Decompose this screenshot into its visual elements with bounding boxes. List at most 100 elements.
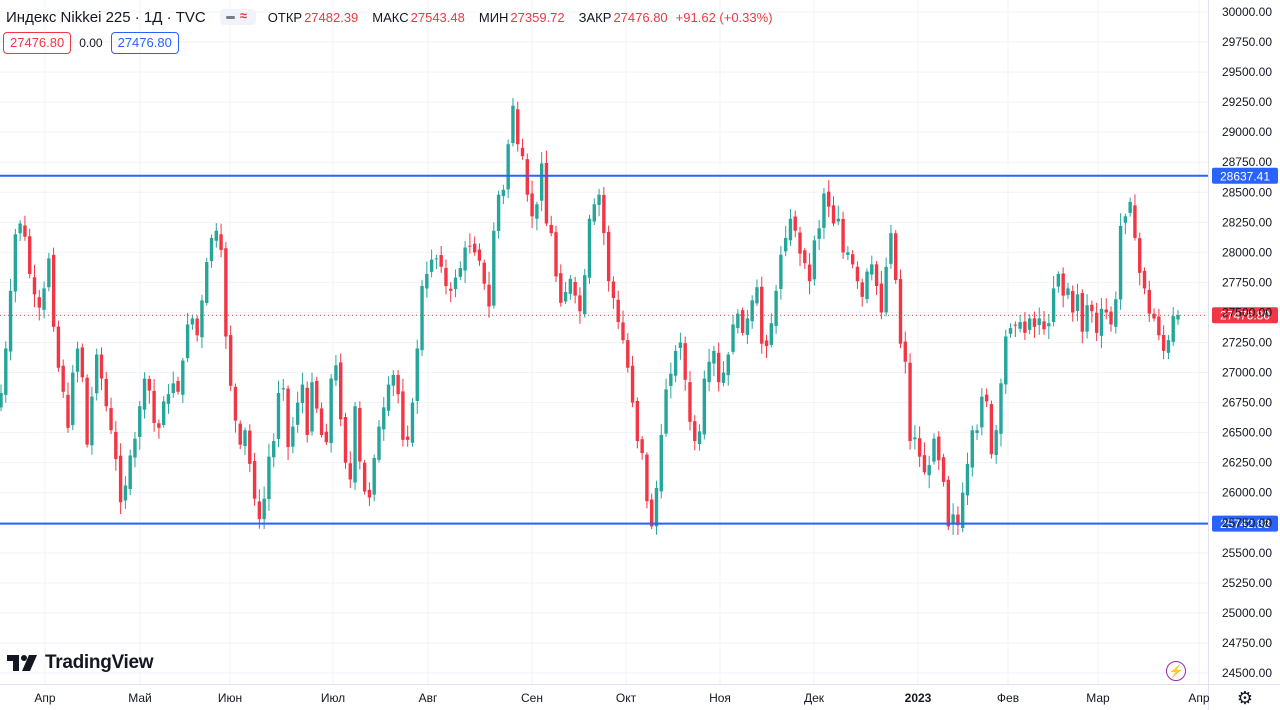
candle-up xyxy=(415,348,419,401)
candle-down xyxy=(1142,270,1147,289)
price-tick-label: 26000.00 xyxy=(1222,486,1272,500)
candle-up xyxy=(721,372,726,383)
symbol-title[interactable]: Индекс Nikkei 225 · 1Д · TVC xyxy=(6,8,206,26)
candle-down xyxy=(315,380,319,409)
candle-up xyxy=(71,372,75,426)
candle-up xyxy=(128,455,132,489)
candle-down xyxy=(439,255,443,267)
candle-down xyxy=(305,387,309,436)
candle-up xyxy=(750,300,754,322)
candle-up xyxy=(726,354,730,376)
candle-up xyxy=(382,407,386,430)
candle-up xyxy=(788,218,793,241)
candle-down xyxy=(1161,334,1166,351)
candle-up xyxy=(463,247,467,271)
candle-up xyxy=(951,514,955,524)
candle-up xyxy=(702,378,707,435)
candle-up xyxy=(205,261,209,304)
candle-down xyxy=(602,194,606,234)
tradingview-logo[interactable]: TradingView xyxy=(7,652,154,674)
candle-up xyxy=(846,252,850,255)
candle-down xyxy=(630,365,635,403)
candle-down xyxy=(343,417,348,463)
sell-button[interactable]: 27476.80 xyxy=(3,32,72,54)
candle-up xyxy=(353,406,357,483)
candle-down xyxy=(339,362,343,420)
candle-down xyxy=(611,281,616,299)
candle-up xyxy=(769,323,774,345)
candle-up xyxy=(310,382,314,432)
candle-down xyxy=(616,299,620,323)
candle-down xyxy=(85,377,89,445)
candle-down xyxy=(683,343,687,380)
candle-down xyxy=(358,407,362,462)
time-tick-label: Окт xyxy=(616,691,637,705)
candle-down xyxy=(956,514,960,526)
candle-down xyxy=(1147,289,1151,314)
price-tick-label: 25750.00 xyxy=(1222,516,1272,530)
candle-up xyxy=(597,194,601,205)
candle-down xyxy=(61,365,65,392)
candle-up xyxy=(817,228,821,239)
settings-gear-icon[interactable]: ⚙ xyxy=(1236,688,1254,708)
candle-up xyxy=(4,348,8,395)
order-row: 27476.80 0.00 27476.80 xyxy=(3,32,179,54)
candle-up xyxy=(190,318,195,325)
candle-up xyxy=(836,218,840,222)
series-toggle-icon[interactable]: ≈ xyxy=(219,8,256,25)
candle-down xyxy=(396,375,400,395)
price-tick-label: 28000.00 xyxy=(1222,245,1272,259)
candle-up xyxy=(1027,318,1032,330)
candle-down xyxy=(908,362,912,442)
candle-up xyxy=(535,204,539,219)
candle-up xyxy=(999,383,1003,434)
candle-up xyxy=(563,292,568,302)
candle-down xyxy=(32,277,37,295)
candle-up xyxy=(133,438,137,458)
lightning-icon[interactable]: ⚡ xyxy=(1166,661,1186,681)
candle-up xyxy=(755,287,759,304)
candle-up xyxy=(75,348,80,372)
candle-up xyxy=(372,457,376,495)
candle-down xyxy=(252,460,257,499)
candle-down xyxy=(1152,313,1156,319)
last-price-badge xyxy=(1212,307,1278,324)
candle-down xyxy=(1032,318,1037,327)
logo-text: TradingView xyxy=(45,652,154,673)
candle-up xyxy=(884,266,888,313)
support-resistance-lines: 27476.80 28637.41 25742.88 xyxy=(0,167,1278,532)
candle-up xyxy=(1123,216,1128,223)
buy-button[interactable]: 27476.80 xyxy=(110,32,179,54)
candle-down xyxy=(1071,291,1075,313)
candle-down xyxy=(807,264,812,282)
candle-down xyxy=(405,436,410,440)
candle-down xyxy=(104,378,108,407)
candle-down xyxy=(798,232,802,254)
time-tick-label: Мар xyxy=(1086,691,1110,705)
candle-up xyxy=(276,392,281,439)
candle-down xyxy=(626,340,630,368)
candle-down xyxy=(319,408,324,436)
time-tick-label: Авг xyxy=(419,691,438,705)
candle-up xyxy=(783,237,788,252)
candle-up xyxy=(1118,225,1123,300)
candle-down xyxy=(1013,324,1018,326)
high-value: 27543.48 xyxy=(410,9,465,25)
candle-down xyxy=(444,267,448,287)
candle-down xyxy=(224,248,228,337)
candle-down xyxy=(482,262,486,284)
candle-down xyxy=(937,436,941,461)
candle-down xyxy=(1157,316,1161,336)
low-value: 27359.72 xyxy=(510,9,565,25)
low-label: МИН xyxy=(478,9,509,25)
candle-down xyxy=(324,431,329,443)
candle-up xyxy=(267,456,271,500)
candle-down xyxy=(917,438,922,457)
candle-down xyxy=(554,232,558,277)
candle-down xyxy=(1138,238,1142,273)
candle-down xyxy=(621,322,625,341)
candle-up xyxy=(865,271,869,300)
candle-down xyxy=(520,147,525,157)
price-tick-label: 28250.00 xyxy=(1222,215,1272,229)
